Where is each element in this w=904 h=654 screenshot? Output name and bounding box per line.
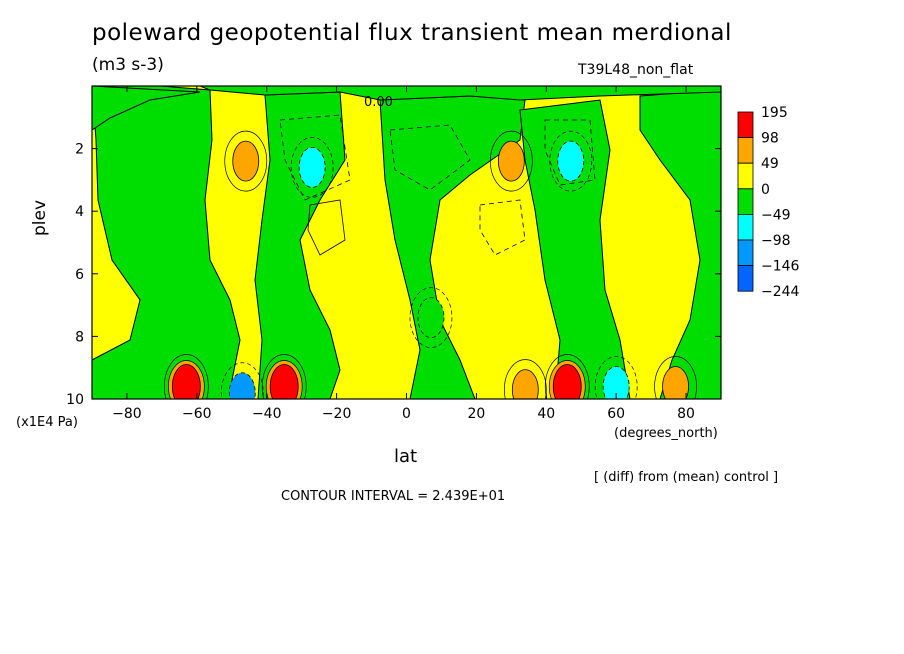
y-tick-label: 2 <box>75 142 84 158</box>
solid-contour-1 <box>307 199 346 256</box>
dashed-contour-4 <box>544 119 596 186</box>
feature-7 <box>544 354 590 399</box>
x-tick-label: −80 <box>112 406 142 422</box>
x-tick-label: 80 <box>677 406 695 422</box>
feature-5 <box>261 354 307 399</box>
feature-1 <box>290 137 334 198</box>
color-legend: 195 98 49 0 −49 −98 −146 −244 <box>737 105 800 300</box>
feature-2 <box>489 130 533 192</box>
x-axis-label: lat <box>394 446 418 467</box>
x-tick-label: −60 <box>182 406 212 422</box>
x-tick-label: 0 <box>402 406 411 422</box>
contour-interval: CONTOUR INTERVAL = 2.439E+01 <box>281 489 506 504</box>
feature-8 <box>503 359 547 399</box>
legend-level-label: −146 <box>761 259 800 275</box>
x-tick-label: 40 <box>537 406 555 422</box>
feature-6 <box>220 362 264 399</box>
x-tick-label: −40 <box>252 406 282 422</box>
feature-0 <box>224 130 268 192</box>
y-tick-label: 10 <box>66 392 84 408</box>
legend-swatch <box>737 111 754 139</box>
feature-blobs <box>164 130 697 399</box>
legend-level-label: −49 <box>761 207 791 223</box>
run-id: T39L48_non_flat <box>578 62 694 78</box>
legend-swatch <box>737 239 754 267</box>
legend-level-label: 0 <box>761 182 770 198</box>
y-tick-label: 4 <box>75 204 84 220</box>
green-band-top-strip <box>199 86 721 101</box>
y-tick-label: 6 <box>75 267 84 283</box>
diff-note: [ (diff) from (mean) control ] <box>594 470 779 485</box>
x-tick-label: 60 <box>607 406 625 422</box>
legend-level-label: 98 <box>761 131 779 147</box>
green-band-east <box>639 89 721 399</box>
contour-field <box>92 86 721 399</box>
y-axis-unit: (x1E4 Pa) <box>16 415 78 430</box>
legend-level-label: 49 <box>761 156 779 172</box>
dashed-contour-3 <box>279 114 351 201</box>
legend-swatch <box>737 188 754 215</box>
chart-units: (m3 s-3) <box>92 55 164 75</box>
contour-label: 0.00 <box>364 95 393 110</box>
legend-swatch <box>737 213 754 241</box>
feature-9 <box>594 356 638 399</box>
feature-3 <box>549 130 593 192</box>
dashed-contour-2 <box>479 199 526 256</box>
x-tick-label: 20 <box>467 406 485 422</box>
legend-swatch <box>737 137 754 164</box>
legend-swatch <box>737 265 754 292</box>
feature-11 <box>409 287 453 348</box>
y-tick-label: 8 <box>75 329 84 345</box>
legend-level-label: −244 <box>761 284 800 300</box>
feature-4 <box>164 354 209 399</box>
green-band-south-west <box>92 86 201 131</box>
x-axis-ticks: −80 −60 −40 −20 0 20 40 60 80 <box>112 86 695 422</box>
y-axis-ticks: 2 4 6 8 10 <box>66 142 721 408</box>
legend-level-label: 195 <box>761 105 788 121</box>
legend-swatch <box>737 162 754 190</box>
x-axis-unit: (degrees_north) <box>614 426 718 441</box>
x-tick-label: −20 <box>322 406 352 422</box>
green-band-northern-mid <box>519 99 631 399</box>
legend-level-label: −98 <box>761 233 791 249</box>
feature-10 <box>654 356 697 399</box>
chart-title: poleward geopotential flux transient mea… <box>92 20 732 46</box>
